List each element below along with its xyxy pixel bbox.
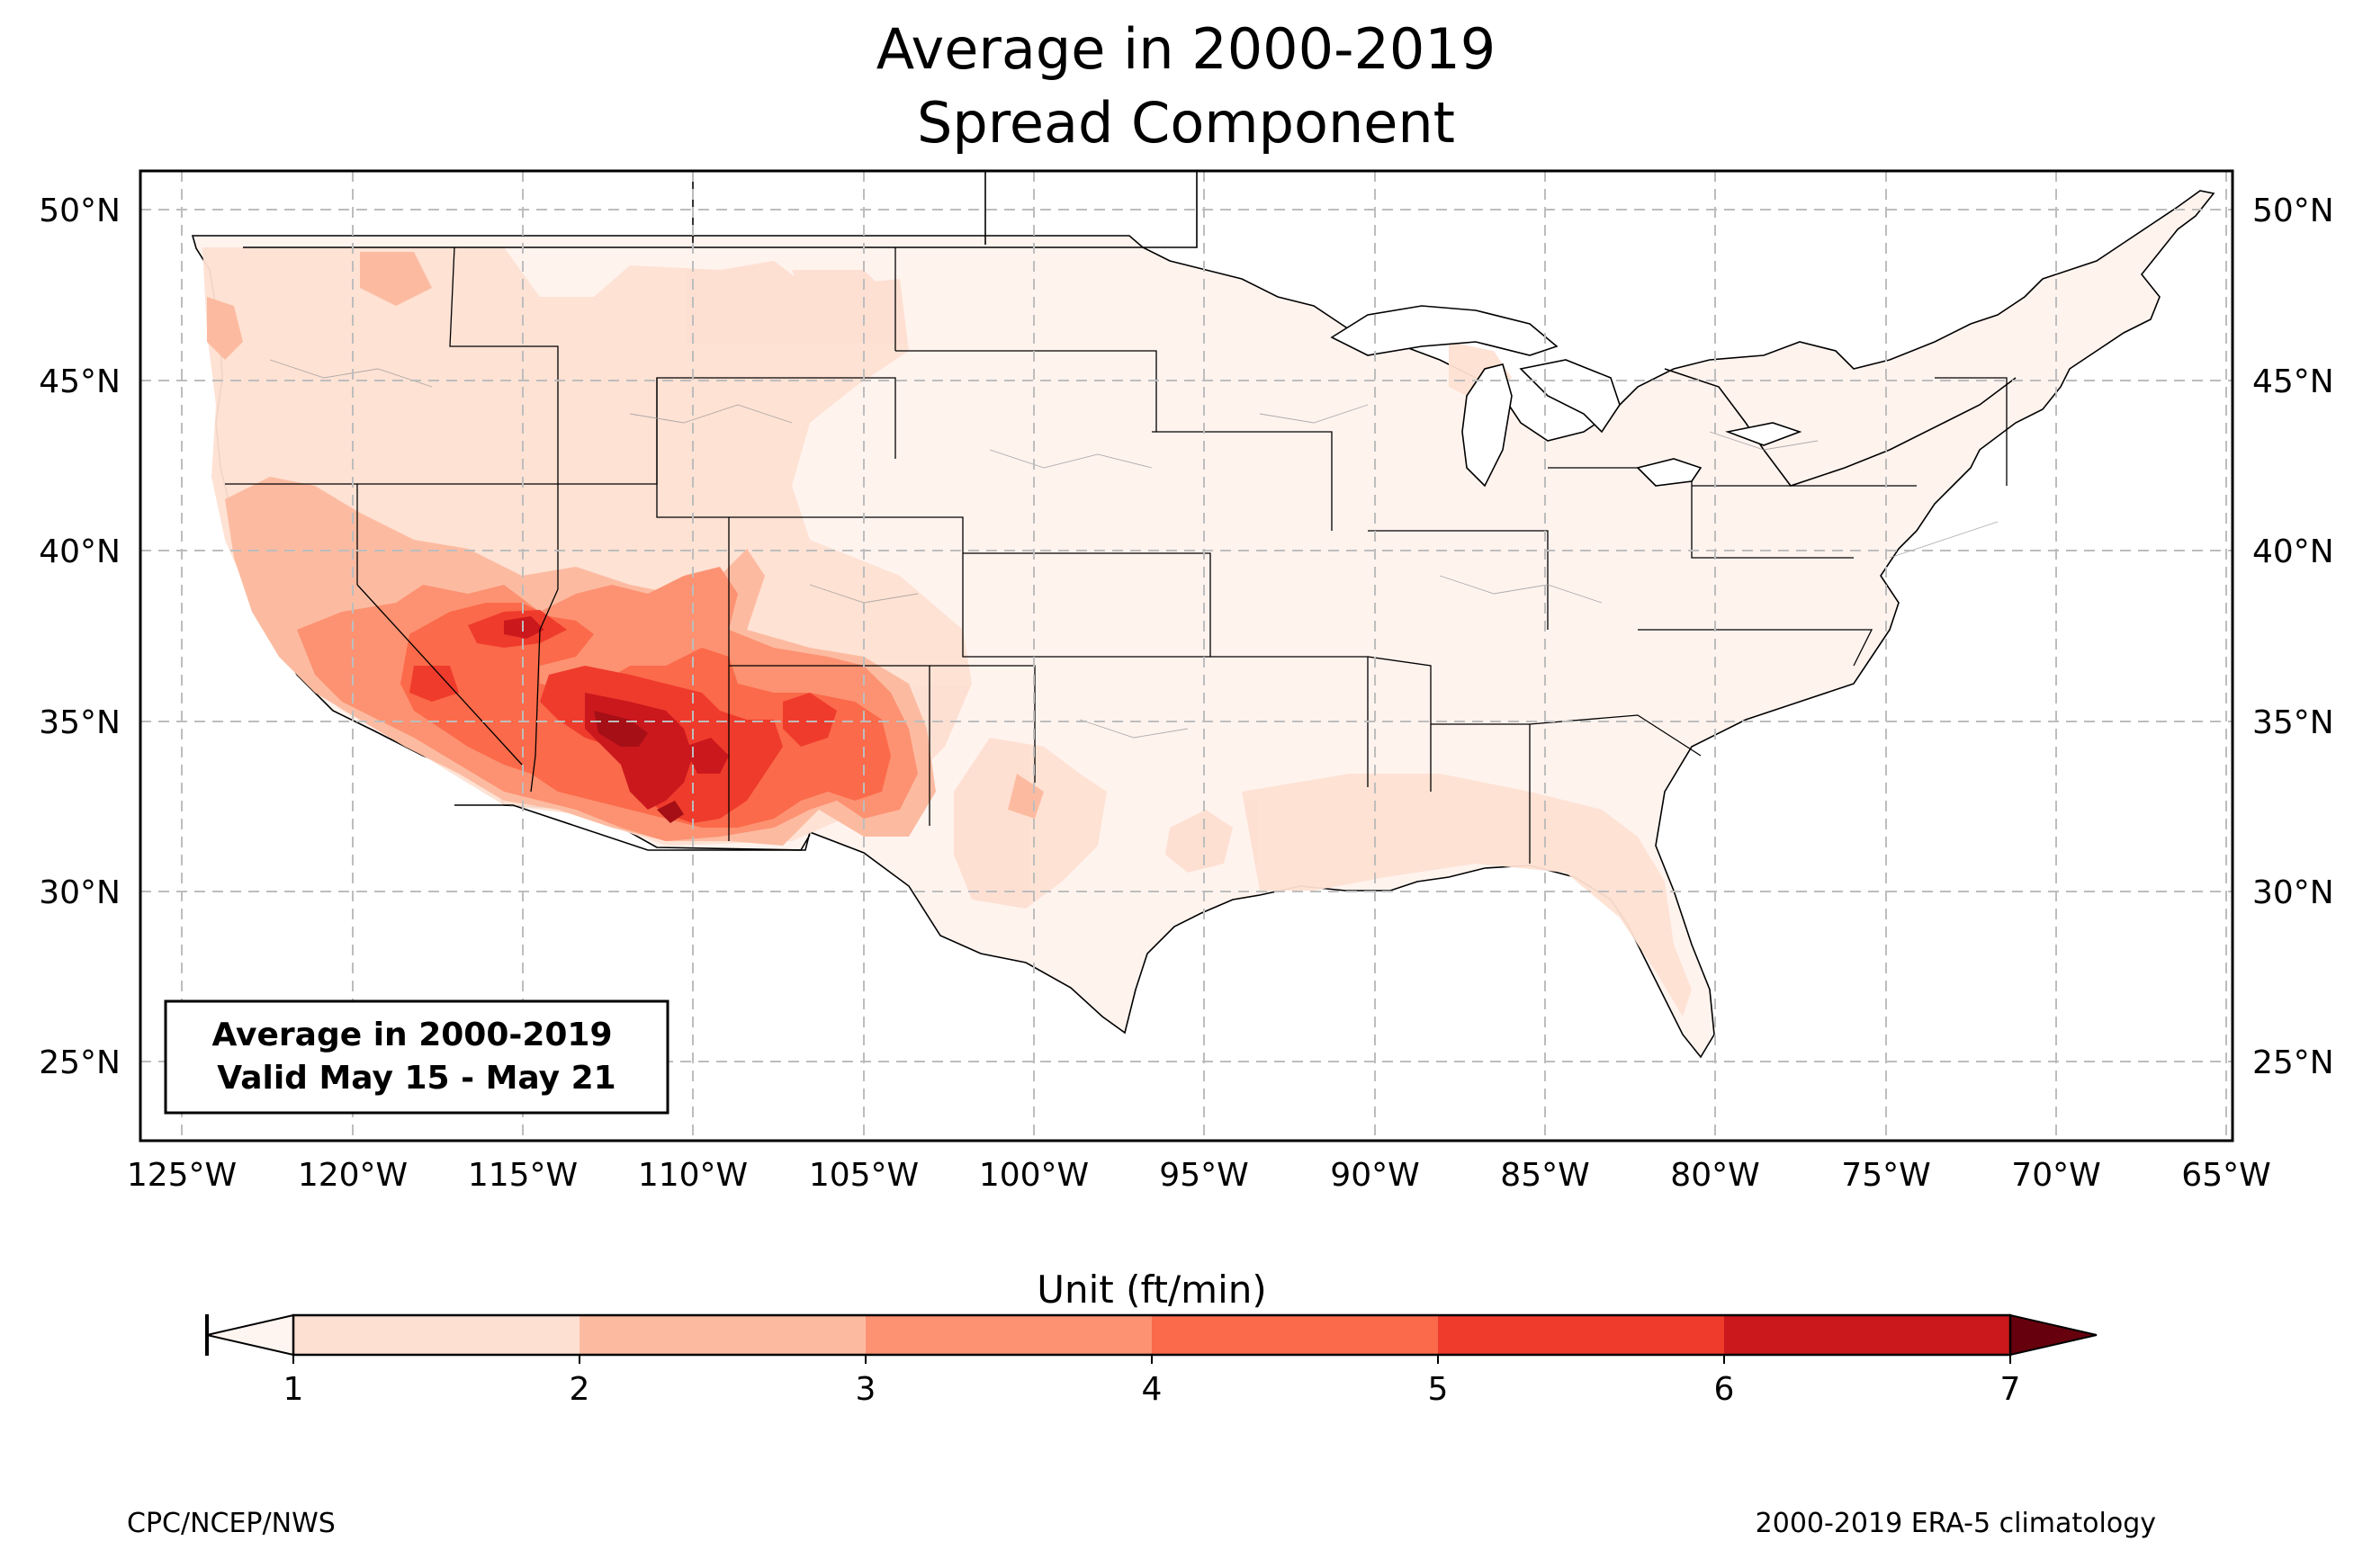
lon-label: 115°W [468, 1157, 578, 1194]
lat-label: 35°N [39, 704, 121, 741]
lat-label: 25°N [39, 1044, 121, 1081]
colorbar-tick-label: 3 [856, 1371, 876, 1408]
lat-label: 50°N [2252, 193, 2334, 229]
lon-label: 80°W [1670, 1157, 1759, 1194]
colorbar-segment [1438, 1315, 1724, 1355]
lon-label: 110°W [638, 1157, 748, 1194]
lon-label: 65°W [2181, 1157, 2270, 1194]
footer-left: CPC/NCEP/NWS [127, 1508, 336, 1539]
lat-labels-left: 50°N 45°N 40°N 35°N 30°N 25°N [39, 193, 121, 1081]
colorbar-segment [293, 1315, 580, 1355]
footer-right: 2000-2019 ERA-5 climatology [1756, 1508, 2156, 1539]
national-borders [243, 171, 2017, 851]
lon-label: 70°W [2011, 1157, 2100, 1194]
lat-label: 40°N [2252, 533, 2334, 570]
gridlines [140, 171, 2233, 1141]
lat-label: 30°N [39, 874, 121, 911]
lon-label: 125°W [127, 1157, 237, 1194]
lon-label: 100°W [979, 1157, 1089, 1194]
colorbar-tick-label: 1 [283, 1371, 304, 1408]
colorbar-segment [580, 1315, 866, 1355]
shading-level-over-7 [594, 711, 684, 823]
colorbar-segment [1724, 1315, 2010, 1355]
map-panel: Average in 2000-2019 Valid May 15 - May … [140, 171, 2233, 1141]
lon-label: 85°W [1500, 1157, 1589, 1194]
colorbar-tick-labels: 1 2 3 4 5 6 7 [283, 1371, 2021, 1408]
lat-label: 25°N [2252, 1044, 2334, 1081]
colorbar-tick-label: 6 [1714, 1371, 1735, 1408]
lat-label: 45°N [39, 363, 121, 400]
lat-label: 35°N [2252, 704, 2334, 741]
colorbar-tick-label: 5 [1428, 1371, 1449, 1408]
colorbar-tick-label: 2 [570, 1371, 590, 1408]
colorbar-under-arrow [206, 1313, 294, 1357]
lon-label: 90°W [1330, 1157, 1419, 1194]
colorbar-ticks [292, 1355, 2011, 1364]
lon-labels: 125°W 120°W 115°W 110°W 105°W 100°W 95°W… [127, 1157, 2271, 1194]
title-line-1: Average in 2000-2019 [876, 16, 1496, 82]
lon-label: 75°W [1841, 1157, 1930, 1194]
lat-label: 50°N [39, 193, 121, 229]
title-line-2: Spread Component [917, 90, 1455, 156]
validity-line-2: Valid May 15 - May 21 [217, 1060, 615, 1097]
map-frame [139, 169, 2234, 1142]
lat-label: 40°N [39, 533, 121, 570]
lon-label: 120°W [298, 1157, 408, 1194]
colorbar-segment [1152, 1315, 1438, 1355]
great-lakes [1330, 305, 1802, 488]
colorbar-over-triangle [2009, 1313, 2098, 1357]
colorbar: Unit (ft/min) 1 2 3 4 5 6 7 [205, 1268, 2098, 1408]
lat-labels-right: 50°N 45°N 40°N 35°N 30°N 25°N [2252, 193, 2334, 1081]
lon-label: 95°W [1159, 1157, 1248, 1194]
colorbar-tick-label: 7 [2000, 1371, 2021, 1408]
colorbar-tick-label: 4 [1142, 1371, 1163, 1408]
validity-line-1: Average in 2000-2019 [211, 1017, 612, 1053]
lat-label: 45°N [2252, 363, 2334, 400]
validity-box: Average in 2000-2019 Valid May 15 - May … [164, 999, 669, 1115]
colorbar-segment [866, 1315, 1152, 1355]
colorbar-label: Unit (ft/min) [1037, 1268, 1267, 1312]
lon-label: 105°W [809, 1157, 919, 1194]
state-borders [225, 246, 2008, 864]
lat-label: 30°N [2252, 874, 2334, 911]
